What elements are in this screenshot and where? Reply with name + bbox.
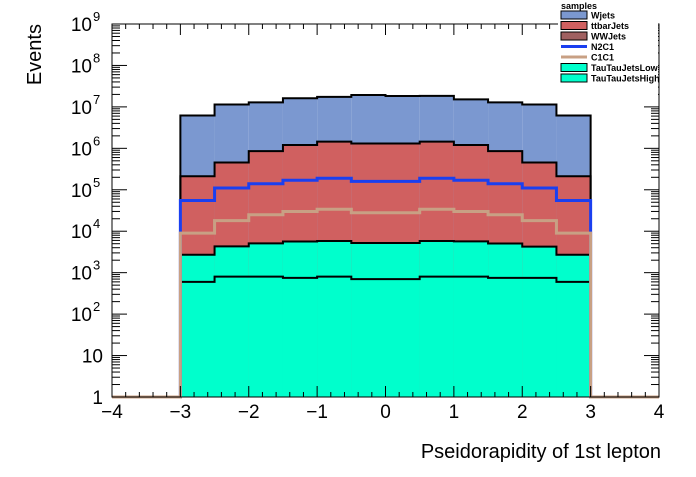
line-c1c1 (112, 207, 659, 399)
bar-tautaujetshigh-8 (453, 276, 489, 397)
x-tick-label-5: 1 (449, 402, 460, 423)
x-tick-label-0: −4 (101, 402, 123, 423)
x-tick-label-3: −1 (306, 402, 328, 423)
y-tick-exponent-9: 9 (93, 9, 100, 24)
legend-label-n2c1: N2C1 (591, 42, 614, 52)
bar-tautaujetshigh-3 (282, 277, 318, 397)
bar-tautaujetshigh-10 (522, 277, 557, 397)
bar-tautaujetshigh-4 (317, 276, 352, 397)
x-tick-label-6: 2 (517, 402, 528, 423)
legend-label-tautaujetshigh: TauTauJetsHigh (591, 74, 660, 84)
y-axis-label: Events (24, 24, 46, 85)
bar-tautaujetshigh-6 (385, 279, 420, 397)
line-n2c1 (112, 176, 659, 399)
legend-label-wwjets: WWJets (591, 32, 626, 42)
outline-tautaujetshigh (179, 275, 592, 397)
y-tick-exponent-2: 2 (93, 299, 100, 314)
legend-swatch-wwjets (560, 31, 588, 41)
bar-tautaujetshigh-0 (180, 281, 215, 397)
y-tick-label-7: 10 (71, 98, 92, 119)
x-tick-label-8: 4 (654, 402, 665, 423)
y-tick-label-3: 10 (71, 264, 92, 285)
legend-swatch-ttbarjets (560, 21, 588, 30)
outline-tautaujetslow (179, 240, 592, 397)
y-tick-label-8: 10 (71, 56, 92, 77)
y-tick-label-0: 1 (92, 388, 103, 409)
y-tick-label-2: 10 (71, 305, 92, 326)
legend-swatch-tautaujetshigh (560, 73, 588, 83)
y-tick-exponent-8: 8 (93, 50, 100, 65)
x-tick-label-7: 3 (585, 402, 596, 423)
legend-label-tautaujetslow: TauTauJetsLow (591, 63, 659, 73)
y-tick-label-6: 10 (71, 139, 92, 160)
legend-label-wjets: Wjets (591, 11, 615, 21)
outline-ttbarjets (179, 140, 592, 397)
legend-swatch-wjets (560, 10, 588, 20)
y-tick-label-5: 10 (71, 181, 92, 202)
legend-swatch-tautaujetslow (560, 63, 588, 72)
bar-tautaujetshigh-5 (351, 279, 386, 397)
bar-tautaujetshigh-9 (488, 277, 523, 397)
y-tick-exponent-5: 5 (93, 175, 100, 190)
legend-label-ttbarjets: ttbarJets (591, 21, 629, 31)
x-tick-label-4: 0 (380, 402, 391, 423)
y-tick-exponent-4: 4 (93, 216, 100, 231)
x-axis-label: Pseidorapidity of 1st lepton (421, 441, 661, 463)
legend-title: samples (561, 1, 597, 11)
x-tick-label-2: −2 (238, 402, 260, 423)
legend: samples WjetsttbarJetsWWJetsN2C1C1C1TauT… (558, 0, 660, 96)
bar-tautaujetshigh-2 (248, 276, 283, 397)
y-tick-label-4: 10 (71, 222, 92, 243)
x-tick-label-1: −3 (170, 402, 192, 423)
y-tick-label-9: 10 (71, 15, 92, 36)
bar-tautaujetshigh-1 (214, 276, 249, 397)
y-tick-exponent-7: 7 (93, 92, 100, 107)
outline-wjets (179, 94, 592, 397)
y-tick-exponent-6: 6 (93, 133, 100, 148)
bar-tautaujetshigh-7 (419, 276, 454, 397)
y-tick-label-1: 10 (82, 347, 103, 368)
legend-label-c1c1: C1C1 (591, 53, 614, 63)
y-tick-exponent-3: 3 (93, 258, 100, 273)
bar-tautaujetshigh-11 (556, 281, 591, 397)
